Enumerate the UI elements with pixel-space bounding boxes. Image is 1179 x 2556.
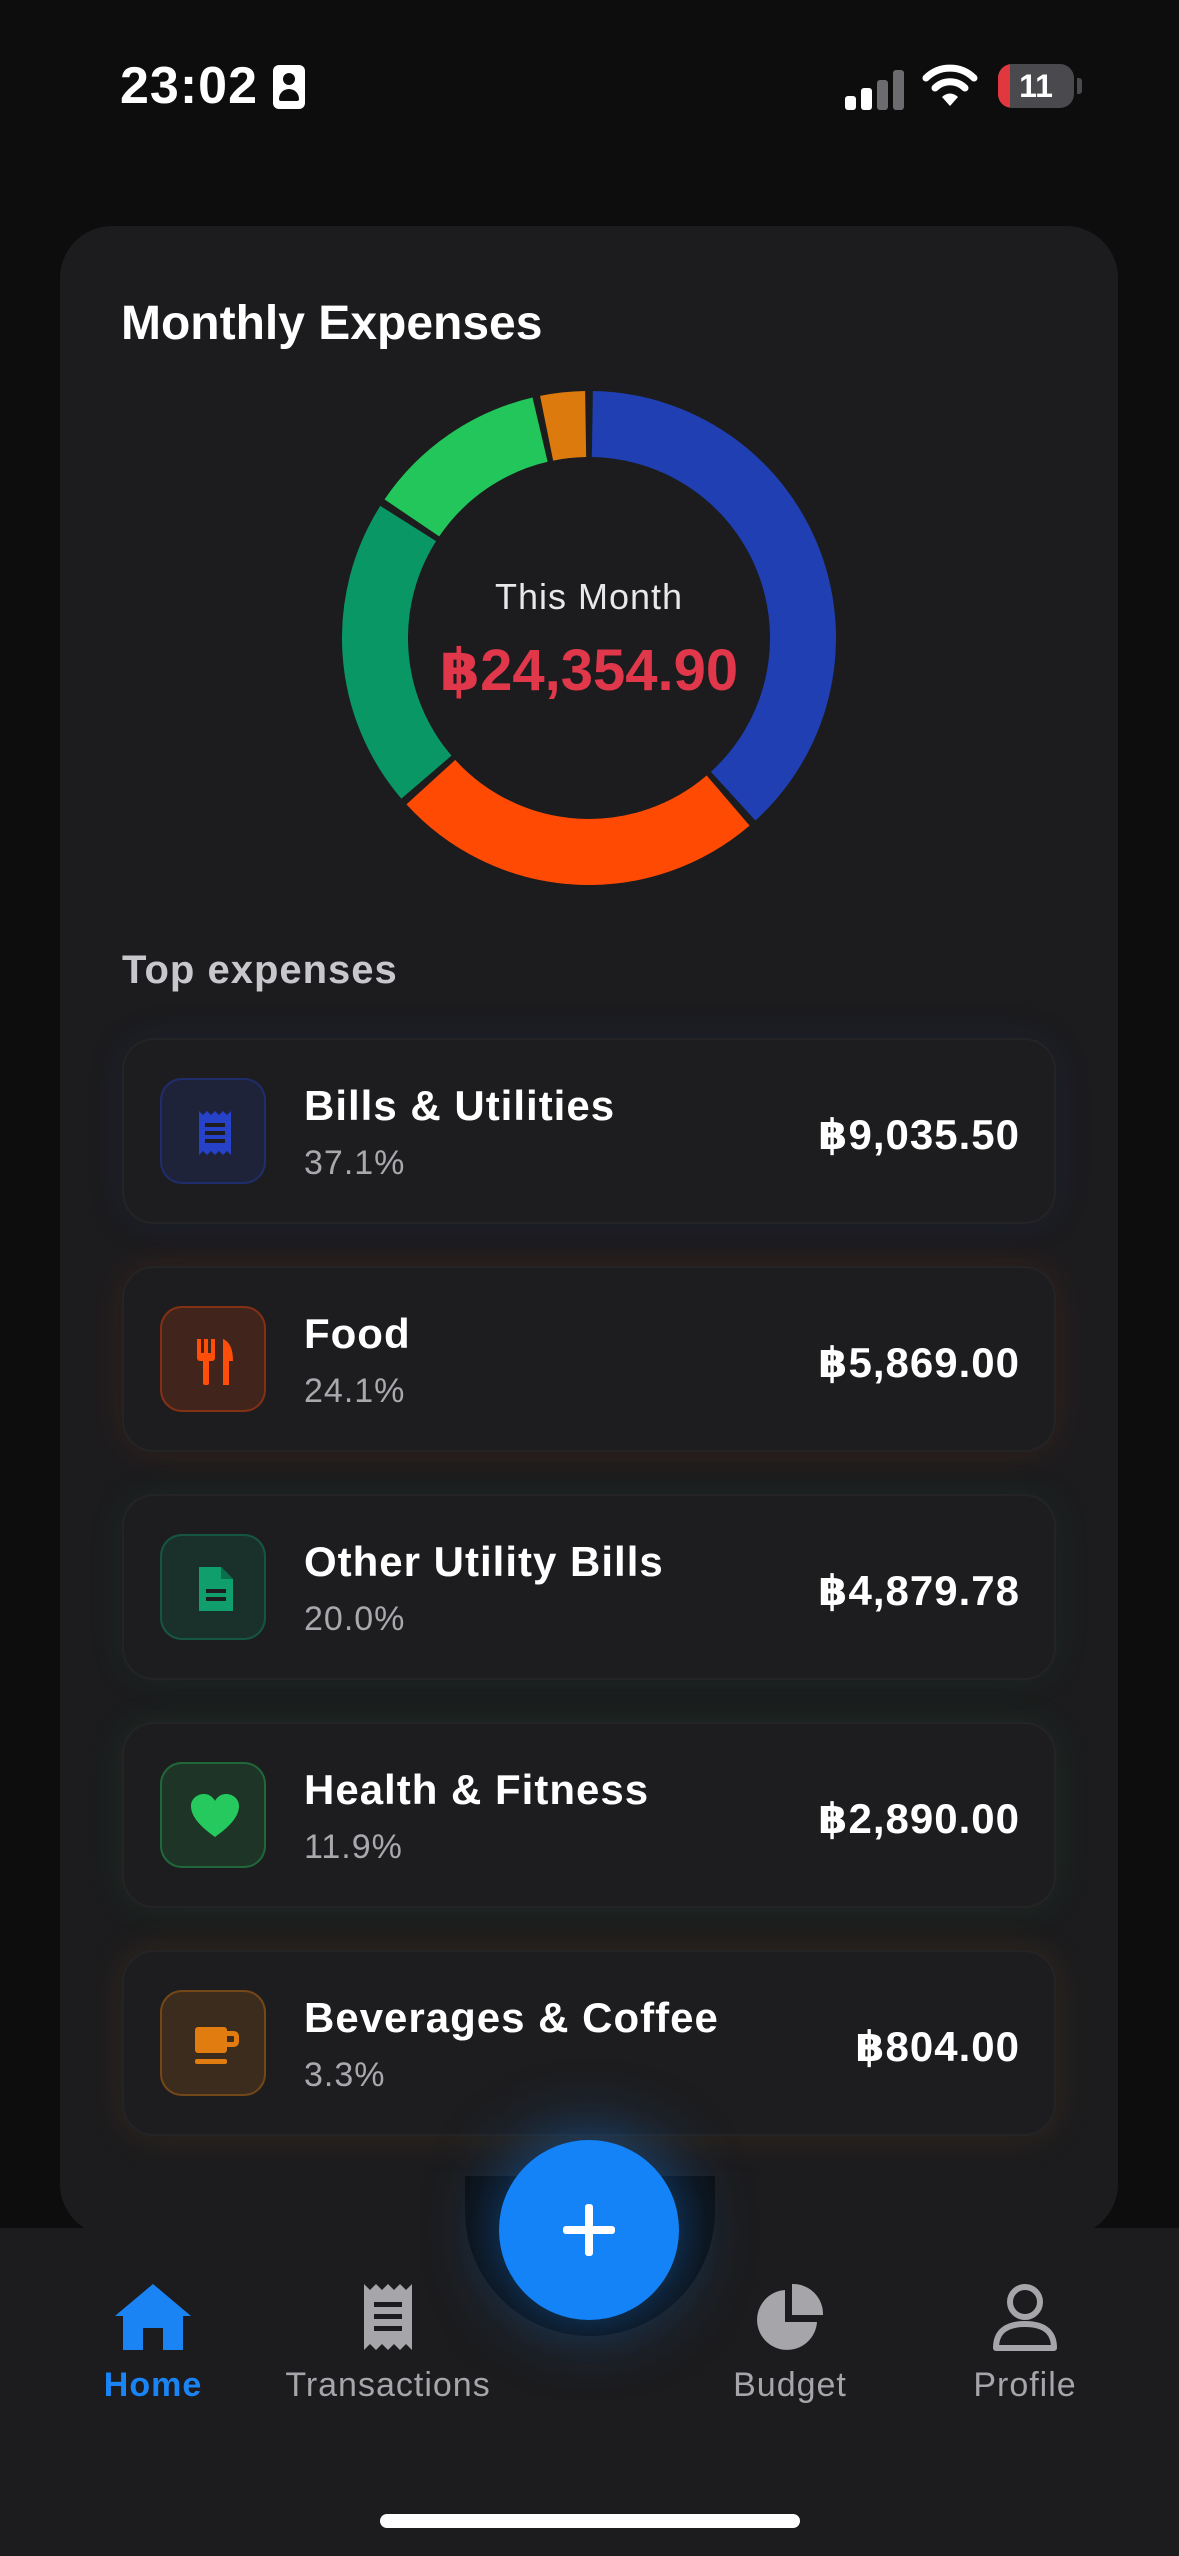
expense-name: Beverages & Coffee (304, 1994, 719, 2041)
tab-label: Budget (733, 2366, 847, 2404)
tab-home[interactable]: Home (43, 2282, 263, 2405)
status-bar: 23:02 11 (0, 0, 1179, 170)
battery-icon: 11 (998, 64, 1074, 108)
cellular-signal-icon (845, 68, 905, 110)
home-icon (115, 2284, 191, 2350)
expense-amount: ฿9,035.50 (818, 1111, 1020, 1158)
add-transaction-button[interactable] (499, 2140, 679, 2320)
expense-amount: ฿804.00 (855, 2023, 1020, 2070)
expense-name: Health & Fitness (304, 1766, 650, 1813)
expense-percent: 3.3% (304, 2056, 386, 2094)
document-icon (160, 1534, 266, 1640)
expense-name: Food (304, 1310, 411, 1357)
tab-profile[interactable]: Profile (915, 2282, 1135, 2405)
tab-budget[interactable]: Budget (680, 2282, 900, 2405)
receipt-icon (364, 2284, 412, 2350)
status-time: 23:02 (120, 57, 258, 115)
expense-percent: 24.1% (304, 1372, 406, 1410)
expense-item-other-utility-bills[interactable]: Other Utility Bills 20.0% ฿4,879.78 (122, 1494, 1056, 1680)
donut-slice-other-utility-bills[interactable] (342, 505, 452, 799)
expense-percent: 37.1% (304, 1144, 406, 1182)
tab-label: Home (103, 2366, 203, 2404)
expense-amount: ฿5,869.00 (818, 1339, 1020, 1386)
center-label: This Month (494, 576, 684, 617)
expense-name: Other Utility Bills (304, 1538, 664, 1585)
battery-level: 11 (1019, 68, 1053, 104)
donut-slice-beverages-coffee[interactable] (540, 391, 587, 461)
person-icon (993, 2284, 1057, 2351)
tab-label: Profile (973, 2366, 1077, 2404)
center-amount: ฿24,354.90 (439, 638, 739, 703)
donut-slice-health-fitness[interactable] (384, 397, 549, 538)
home-indicator (380, 2514, 800, 2528)
expense-amount: ฿4,879.78 (818, 1567, 1020, 1614)
contact-card-icon (273, 65, 305, 109)
expense-percent: 11.9% (304, 1828, 403, 1866)
wifi-icon (922, 64, 978, 106)
pie-chart-icon (757, 2283, 824, 2350)
coffee-cup-icon (160, 1990, 266, 2096)
expense-amount: ฿2,890.00 (818, 1795, 1020, 1842)
expense-item-health-fitness[interactable]: Health & Fitness 11.9% ฿2,890.00 (122, 1722, 1056, 1908)
donut-slice-food[interactable] (406, 759, 750, 885)
expense-item-beverages-coffee[interactable]: Beverages & Coffee 3.3% ฿804.00 (122, 1950, 1056, 2136)
expense-donut-chart[interactable] (342, 391, 836, 885)
card-title: Monthly Expenses (121, 297, 543, 350)
tab-transactions[interactable]: Transactions (278, 2282, 498, 2405)
tab-label: Transactions (285, 2366, 491, 2404)
expense-item-bills-utilities[interactable]: Bills & Utilities 37.1% ฿9,035.50 (122, 1038, 1056, 1224)
donut-slice-bills-utilities[interactable] (591, 391, 836, 821)
plus-icon (563, 2204, 615, 2256)
donut-center: This Month ฿24,354.90 (342, 576, 836, 704)
expense-name: Bills & Utilities (304, 1082, 616, 1129)
receipt-icon (160, 1078, 266, 1184)
monthly-expenses-card: Monthly Expenses This Month ฿24,354.90 T… (60, 226, 1118, 2236)
utensils-icon (160, 1306, 266, 1412)
top-expenses-title: Top expenses (122, 948, 398, 992)
heart-icon (160, 1762, 266, 1868)
expense-percent: 20.0% (304, 1600, 406, 1638)
expense-item-food[interactable]: Food 24.1% ฿5,869.00 (122, 1266, 1056, 1452)
